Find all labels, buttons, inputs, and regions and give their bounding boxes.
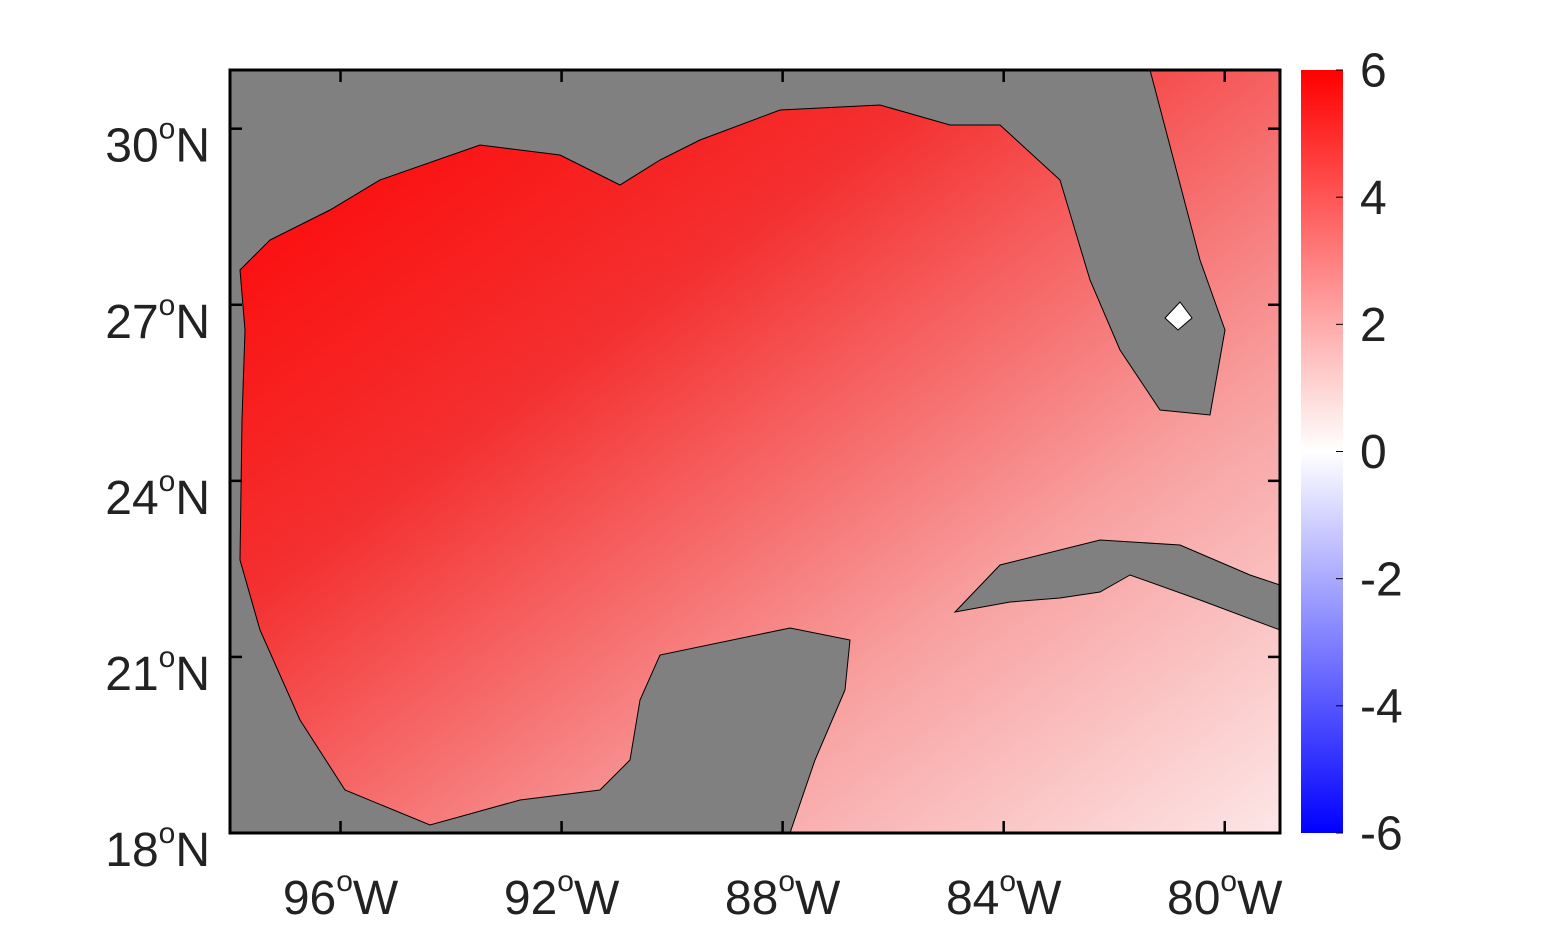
x-tick-label: 96oW <box>283 865 399 925</box>
y-tick-label: 27oN <box>105 289 210 349</box>
cuba <box>953 539 1280 631</box>
colorbar-label: -2 <box>1360 553 1403 606</box>
colorbar-label: 4 <box>1360 172 1387 225</box>
x-tick-label: 80oW <box>1167 865 1283 925</box>
island <box>1164 301 1193 331</box>
colorbar-label: 6 <box>1360 45 1387 98</box>
y-tick-label: 21oN <box>105 641 210 701</box>
y-tick-label: 24oN <box>105 465 210 525</box>
colorbar-label: 2 <box>1360 299 1387 352</box>
x-tick-label: 88oW <box>725 865 841 925</box>
colorbar-label: 0 <box>1360 426 1387 479</box>
colorbar-label: -4 <box>1360 681 1403 734</box>
y-tick-label: 18oN <box>105 817 210 877</box>
x-tick-label: 84oW <box>946 865 1062 925</box>
map-field <box>230 70 1280 833</box>
ocean <box>239 70 1280 833</box>
x-tick-label: 92oW <box>504 865 620 925</box>
colorbar-label: -6 <box>1360 808 1403 861</box>
plot-frame <box>228 68 1282 835</box>
y-tick-label: 30oN <box>105 113 210 173</box>
